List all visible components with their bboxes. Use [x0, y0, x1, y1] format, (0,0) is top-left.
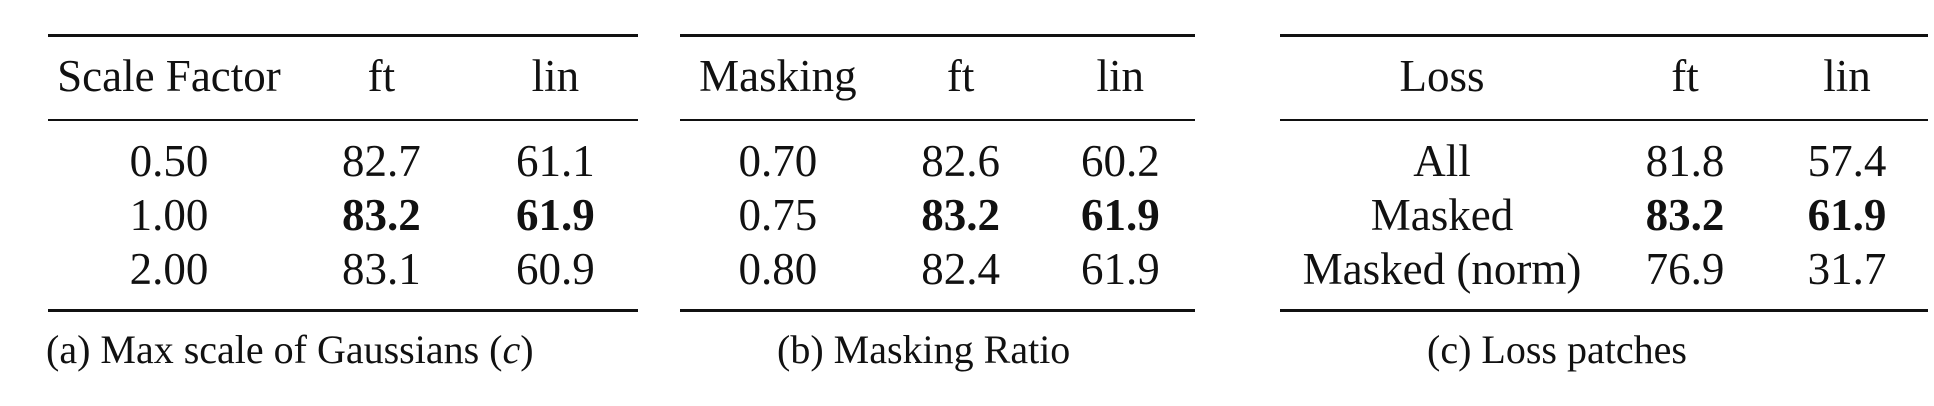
column-header-ft: ft — [367, 51, 396, 101]
row-label: All — [1413, 135, 1471, 186]
caption-a: (a) Max scale of Gaussians (c) — [46, 326, 534, 373]
column-header-ft: ft — [946, 51, 975, 101]
lin-value-best: 61.9 — [516, 189, 595, 240]
ft-value-best: 83.2 — [341, 189, 421, 240]
ft-value: 76.9 — [1645, 243, 1725, 294]
lin-value-best: 61.9 — [1807, 189, 1887, 240]
ft-value: 82.4 — [921, 243, 1001, 294]
table-row: Masked (norm) 76.9 31.7 — [1280, 242, 1928, 311]
row-label: Masked — [1370, 189, 1514, 240]
lin-value: 57.4 — [1807, 135, 1887, 186]
column-header-masking: Masking — [699, 51, 857, 101]
ft-value: 81.8 — [1645, 135, 1725, 186]
table-row: All 81.8 57.4 — [1280, 120, 1928, 188]
ft-value: 82.6 — [921, 135, 1001, 186]
column-header-lin: lin — [531, 51, 580, 101]
lin-value: 31.7 — [1807, 243, 1887, 294]
table-header-row: Scale Factor ft lin — [48, 35, 638, 120]
table-header-row: Masking ft lin — [680, 35, 1195, 120]
table-row: 0.50 82.7 61.1 — [48, 120, 638, 188]
loss-patches-table: Loss ft lin All 81.8 57.4 Masked 83.2 61… — [1280, 34, 1928, 312]
table-a-panel: Scale Factor ft lin 0.50 82.7 61.1 1.00 … — [48, 34, 638, 312]
table-row: Masked 83.2 61.9 — [1280, 188, 1928, 242]
table-row: 1.00 83.2 61.9 — [48, 188, 638, 242]
column-header-lin: lin — [1096, 51, 1145, 101]
row-label: 0.80 — [738, 243, 818, 294]
caption-c: (c) Loss patches — [1427, 327, 1687, 372]
row-label: 2.00 — [129, 243, 209, 294]
caption-b: (b) Masking Ratio — [777, 327, 1071, 372]
table-row: 0.75 83.2 61.9 — [680, 188, 1195, 242]
table-b-panel: Masking ft lin 0.70 82.6 60.2 0.75 83.2 … — [680, 34, 1195, 312]
lin-value: 60.2 — [1080, 135, 1160, 186]
lin-value: 60.9 — [516, 243, 595, 294]
row-label: 0.75 — [738, 189, 818, 240]
masking-ratio-table: Masking ft lin 0.70 82.6 60.2 0.75 83.2 … — [680, 34, 1195, 312]
scale-factor-table: Scale Factor ft lin 0.50 82.7 61.1 1.00 … — [48, 34, 638, 312]
column-header-loss: Loss — [1399, 51, 1485, 101]
row-label: 0.50 — [129, 135, 209, 186]
column-header-ft: ft — [1671, 51, 1699, 101]
ft-value-best: 83.2 — [921, 189, 1001, 240]
lin-value: 61.1 — [516, 135, 595, 186]
ft-value: 82.7 — [341, 135, 421, 186]
row-label: 0.70 — [738, 135, 818, 186]
table-row: 2.00 83.1 60.9 — [48, 242, 638, 311]
table-row: 0.70 82.6 60.2 — [680, 120, 1195, 188]
table-c-panel: Loss ft lin All 81.8 57.4 Masked 83.2 61… — [1280, 34, 1928, 312]
table-header-row: Loss ft lin — [1280, 35, 1928, 120]
row-label: Masked (norm) — [1302, 243, 1582, 294]
lin-value: 61.9 — [1080, 243, 1160, 294]
ft-value-best: 83.2 — [1645, 189, 1725, 240]
column-header-scale-factor: Scale Factor — [57, 51, 281, 101]
row-label: 1.00 — [129, 189, 209, 240]
caption-a-prefix: (a) Max scale of Gaussians ( — [46, 327, 503, 372]
column-header-lin: lin — [1823, 51, 1871, 101]
lin-value-best: 61.9 — [1080, 189, 1160, 240]
ft-value: 83.1 — [341, 243, 421, 294]
caption-a-suffix: ) — [520, 327, 534, 372]
caption-a-variable: c — [502, 327, 521, 372]
table-row: 0.80 82.4 61.9 — [680, 242, 1195, 311]
